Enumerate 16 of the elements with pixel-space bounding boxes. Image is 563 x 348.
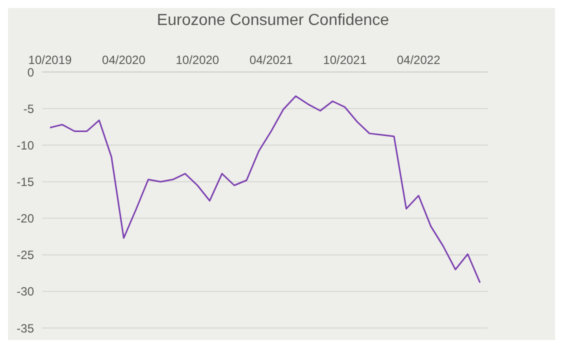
y-tick-label: -5 bbox=[23, 102, 34, 116]
x-tick-label: 04/2022 bbox=[396, 53, 441, 67]
y-tick-label: -20 bbox=[16, 212, 34, 226]
x-tick-label: 10/2021 bbox=[323, 53, 367, 67]
y-tick-label: 0 bbox=[27, 65, 34, 80]
y-tick-label: -10 bbox=[16, 138, 34, 152]
y-tick-label: -25 bbox=[16, 248, 34, 262]
line-series bbox=[49, 95, 481, 284]
y-tick-label: -35 bbox=[16, 321, 34, 336]
y-tick-label: -30 bbox=[16, 284, 34, 299]
x-tick-label: 10/2019 bbox=[28, 53, 72, 67]
x-tick-label: 04/2021 bbox=[249, 53, 294, 67]
x-tick-label: 04/2020 bbox=[102, 53, 146, 67]
y-tick-label: -15 bbox=[16, 174, 34, 189]
x-tick-label: 10/2020 bbox=[176, 53, 220, 67]
chart-title: Eurozone Consumer Confidence bbox=[156, 12, 390, 30]
